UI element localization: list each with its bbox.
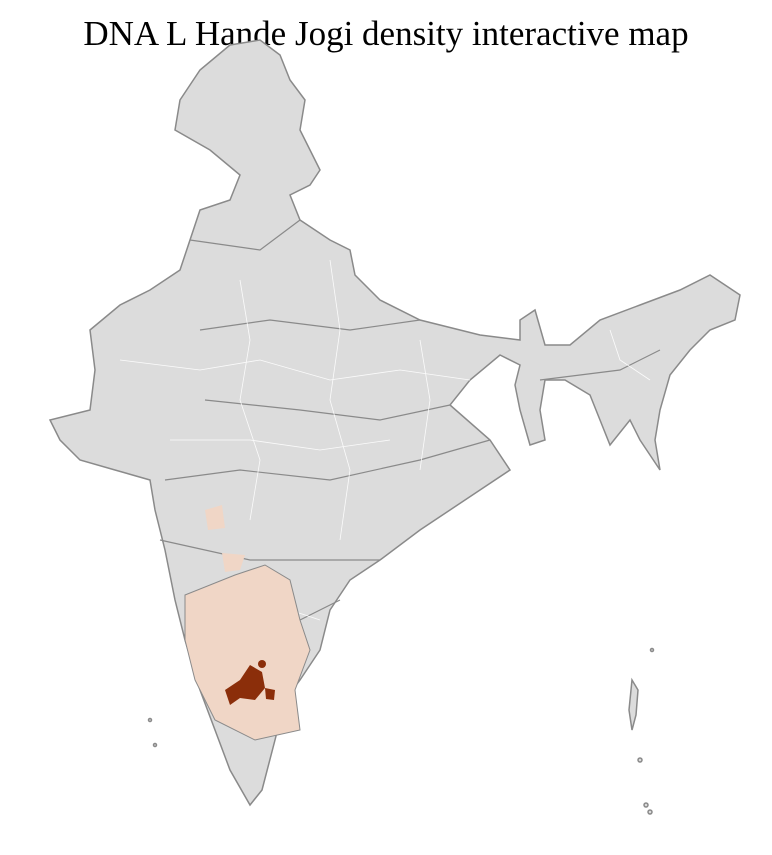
island-groups (147, 647, 655, 815)
state-borders (159, 219, 661, 621)
region-high-density[interactable] (225, 660, 275, 705)
region-low-density-east[interactable] (222, 553, 245, 572)
region-low-density-north[interactable] (205, 505, 225, 530)
region-low-density-karnataka[interactable] (184, 564, 311, 741)
map-title: DNA L Hande Jogi density interactive map (83, 14, 689, 53)
